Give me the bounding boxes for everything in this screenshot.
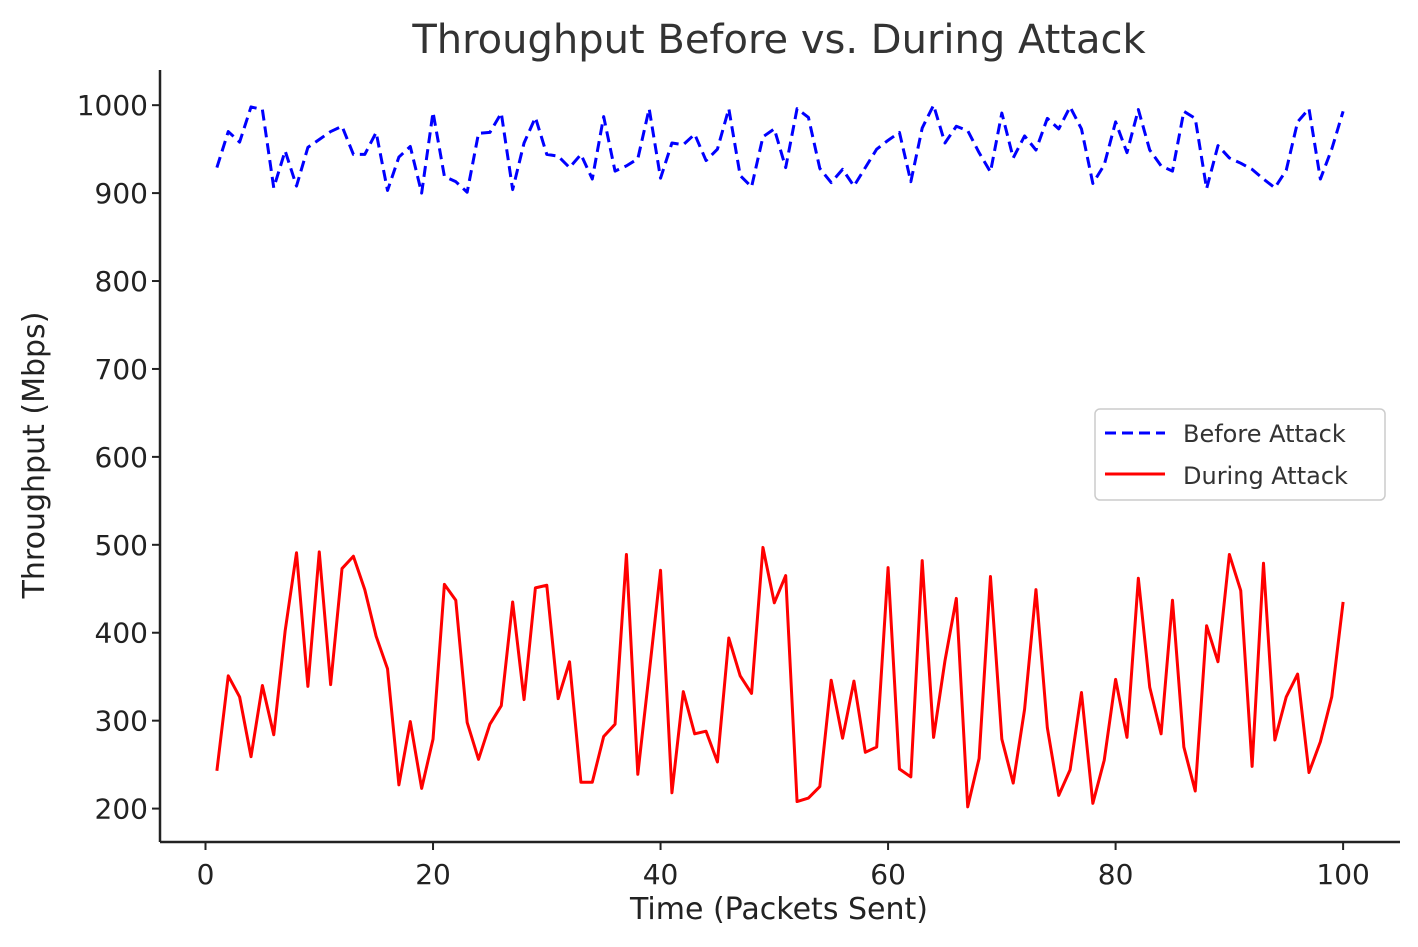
series-line-during-attack [215, 545, 1345, 809]
x-ticks: 0 20 40 60 80 100 [197, 842, 1370, 891]
y-tick-label: 1000 [77, 89, 148, 122]
y-axis-label: Throughput (Mbps) [17, 312, 52, 600]
x-tick-label: 0 [197, 858, 215, 891]
x-tick-label: 40 [643, 858, 679, 891]
y-tick-label: 500 [95, 529, 148, 562]
y-tick-label: 400 [95, 617, 148, 650]
legend-label-before-attack: Before Attack [1183, 420, 1346, 448]
y-tick-label: 600 [95, 441, 148, 474]
chart-title: Throughput Before vs. During Attack [411, 17, 1146, 63]
y-tick-label: 200 [95, 793, 148, 826]
y-tick-label: 300 [95, 705, 148, 738]
y-ticks: 200 300 400 500 600 700 800 900 1000 [77, 89, 160, 826]
y-tick-label: 800 [95, 265, 148, 298]
y-tick-label: 700 [95, 353, 148, 386]
legend-box [1094, 408, 1386, 501]
y-tick-label: 900 [95, 177, 148, 210]
x-tick-label: 100 [1316, 858, 1369, 891]
x-tick-label: 60 [870, 858, 906, 891]
legend: Before Attack During Attack [1094, 408, 1386, 501]
x-tick-label: 20 [415, 858, 451, 891]
legend-label-during-attack: During Attack [1183, 462, 1348, 490]
x-tick-label: 80 [1098, 858, 1134, 891]
series-line-before-attack [215, 103, 1345, 195]
series-layer [215, 103, 1345, 809]
x-axis-label: Time (Packets Sent) [629, 892, 928, 927]
